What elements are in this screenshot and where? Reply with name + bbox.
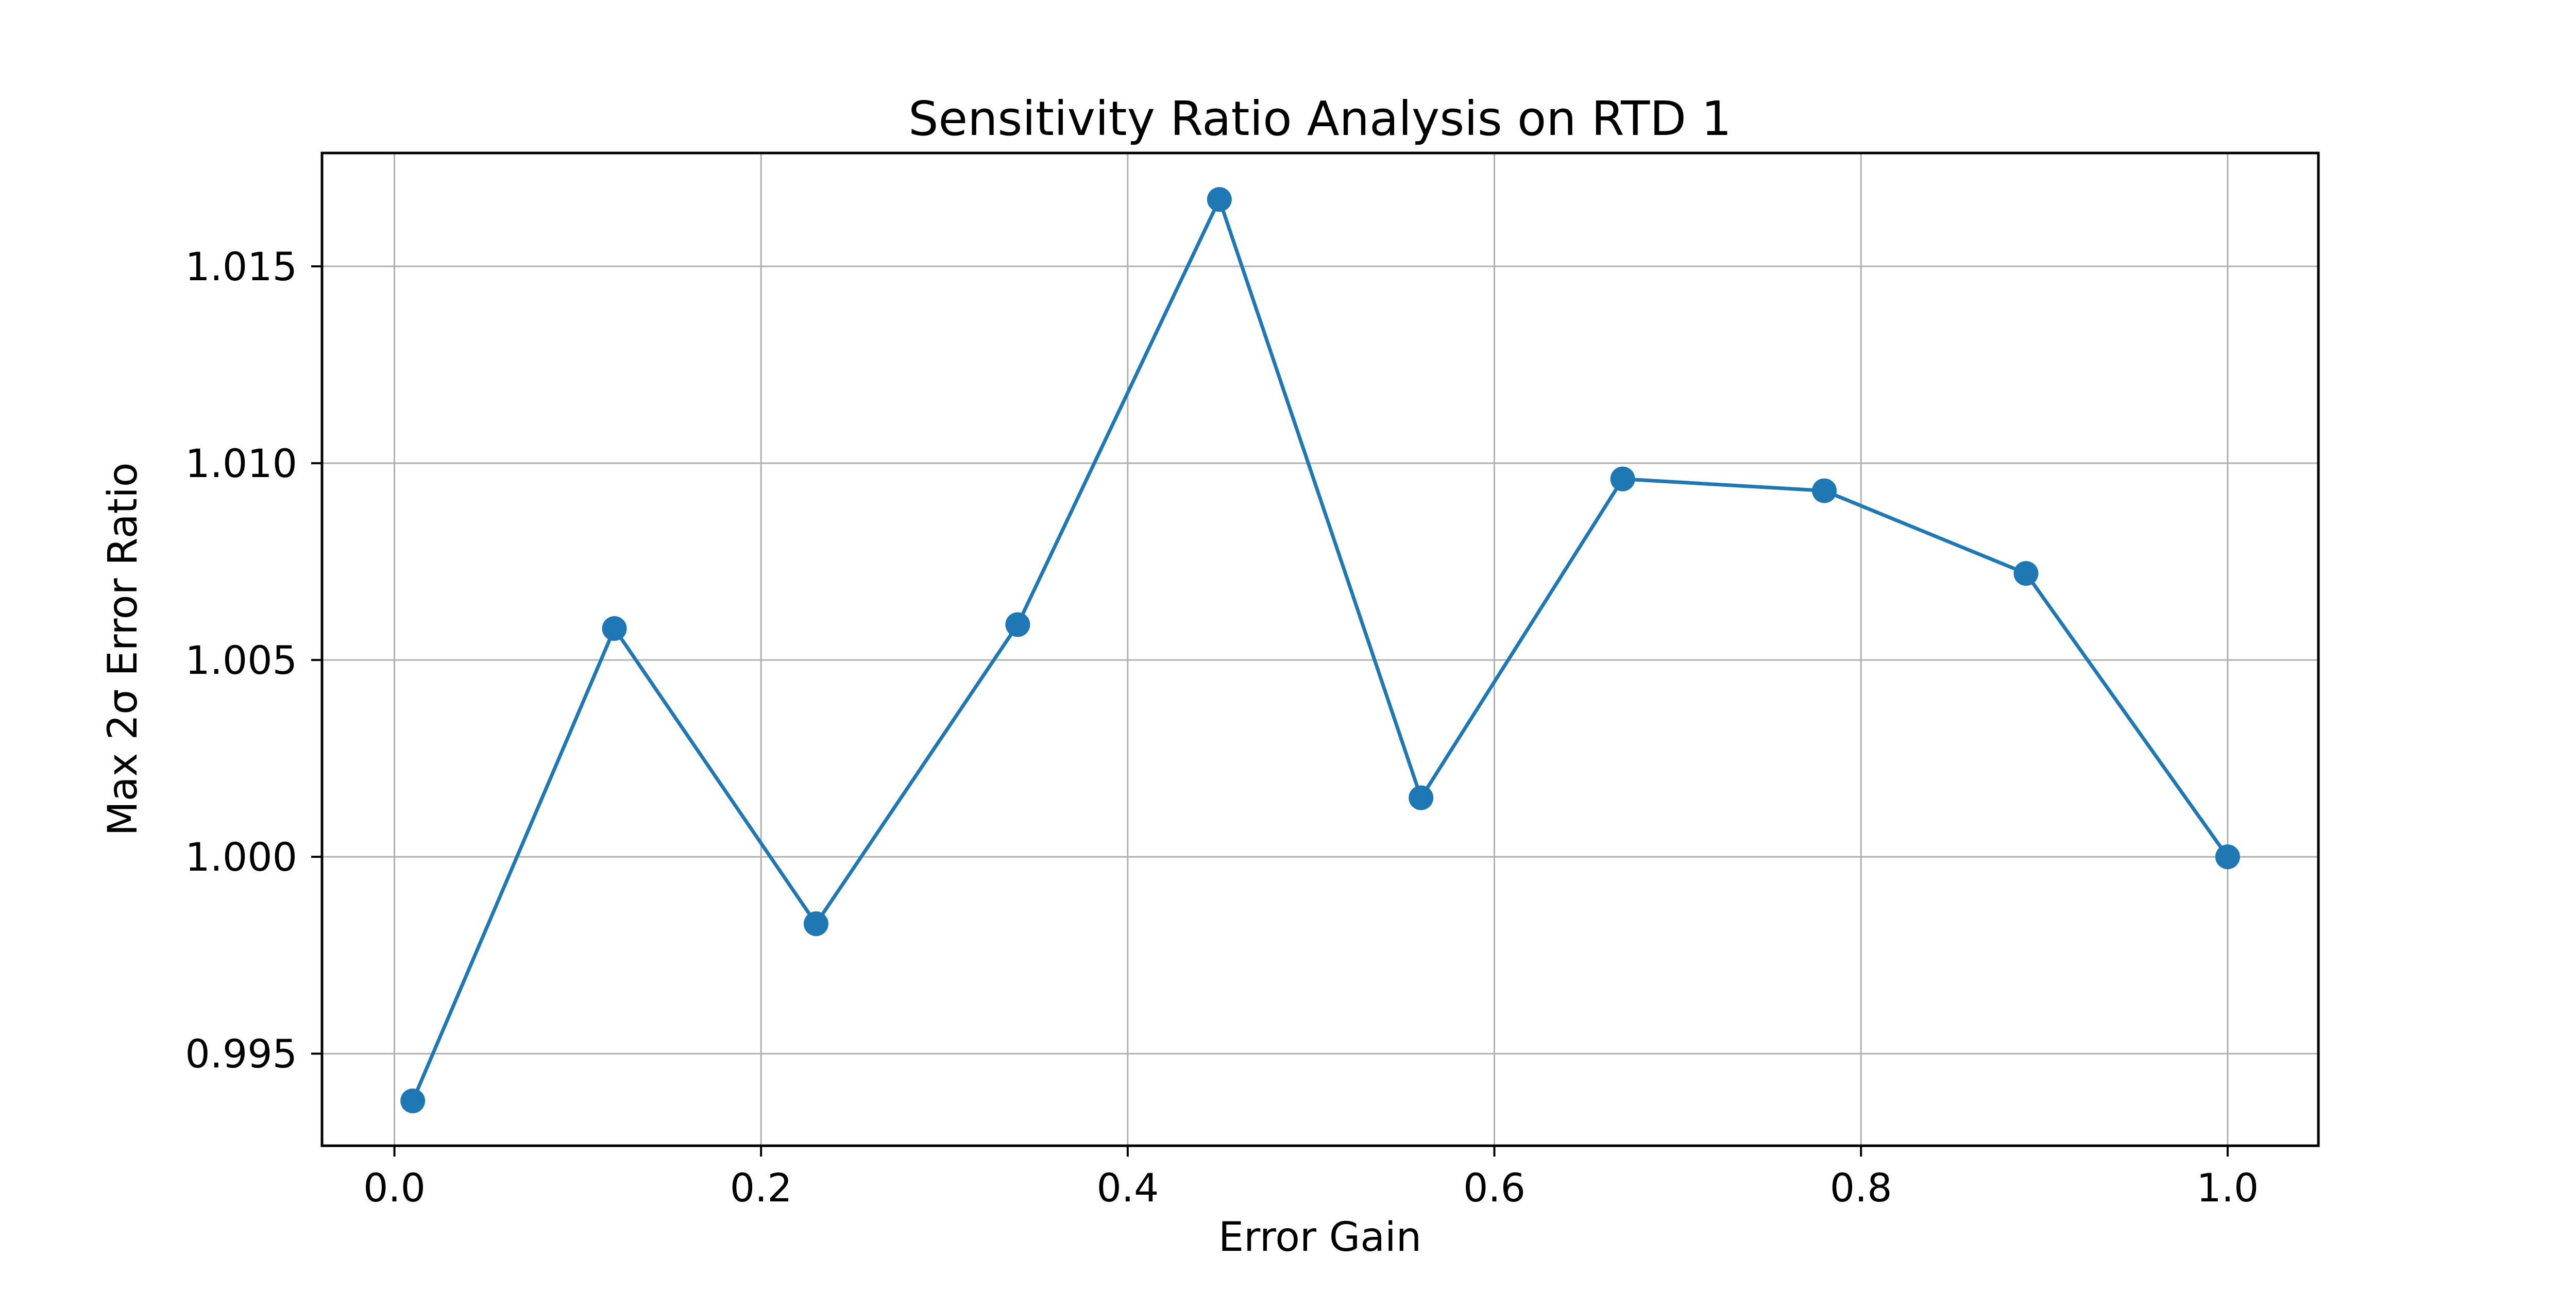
y-tick-label: 0.995 (185, 1031, 297, 1077)
data-line (411, 197, 2230, 1103)
y-axis-label: Max 2σ Error Ratio (100, 462, 146, 836)
x-axis-label: Error Gain (1218, 1214, 1421, 1261)
data-point (1610, 466, 1635, 491)
x-tick-label: 1.0 (2196, 1165, 2259, 1211)
data-point (1409, 785, 1434, 810)
x-tick-label: 0.0 (363, 1165, 426, 1211)
data-series (400, 187, 2240, 1113)
y-tick-label: 1.010 (185, 440, 297, 486)
data-point (803, 911, 828, 937)
data-point (2215, 844, 2240, 870)
grid (322, 153, 2318, 1146)
data-point (1812, 478, 1837, 503)
chart-title: Sensitivity Ratio Analysis on RTD 1 (908, 91, 1732, 146)
data-point (1005, 612, 1030, 637)
x-tick-label: 0.4 (1096, 1165, 1159, 1211)
x-tick-label: 0.6 (1463, 1165, 1526, 1211)
data-point (602, 616, 627, 641)
y-tick-label: 1.015 (185, 244, 297, 290)
data-point (2013, 561, 2039, 586)
plot-border (320, 151, 2320, 1147)
axes (311, 151, 2320, 1157)
y-tick-label: 1.005 (185, 637, 297, 683)
data-point (1207, 187, 1232, 212)
x-tick-label: 0.2 (730, 1165, 792, 1211)
y-tick-label: 1.000 (185, 834, 297, 880)
data-point (400, 1088, 426, 1113)
x-tick-label: 0.8 (1830, 1165, 1892, 1211)
tick-labels: 0.0 0.2 0.4 0.6 0.8 1.0 0.995 1.000 1.005 1.010 1.… (185, 244, 2259, 1211)
